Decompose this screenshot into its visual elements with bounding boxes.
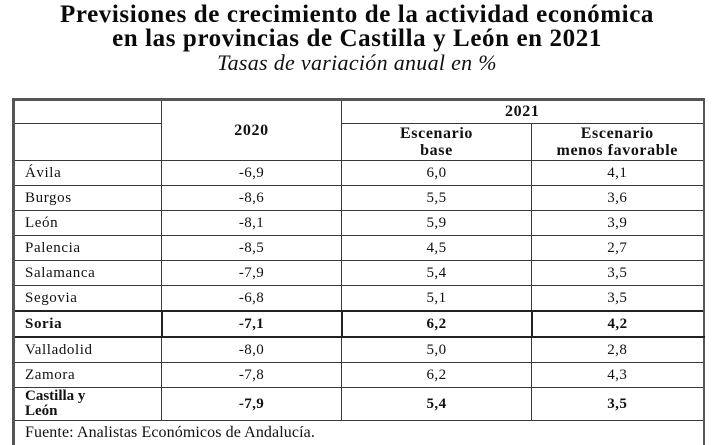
value-unfavorable: 2,7: [532, 236, 704, 261]
value-unfavorable: 4,1: [532, 161, 704, 186]
value-unfavorable: 3,9: [532, 211, 704, 236]
value-unfavorable: 3,6: [532, 186, 704, 211]
header-scenario-unfavorable-line1: Escenario: [532, 125, 703, 142]
page-title-line-2: en las provincias de Castilla y León en …: [0, 27, 714, 51]
table-row-zamora: Zamora -7,8 6,2 4,3: [14, 363, 704, 388]
table-row-avila: Ávila -6,9 6,0 4,1: [14, 161, 704, 186]
table-row-total-castilla-y-leon: Castilla y León -7,9 5,4 3,5: [14, 388, 704, 421]
header-2020: 2020: [162, 100, 342, 161]
value-base: 6,2: [342, 311, 532, 337]
value-2020: -7,8: [162, 363, 342, 388]
value-unfavorable: 4,3: [532, 363, 704, 388]
header-row-1: 2020 2021: [14, 100, 704, 124]
value-base: 6,0: [342, 161, 532, 186]
table-row-valladolid: Valladolid -8,0 5,0 2,8: [14, 337, 704, 363]
header-scenario-unfavorable: Escenario menos favorable: [532, 124, 704, 161]
value-base: 5,0: [342, 337, 532, 363]
header-scenario-unfavorable-line2: menos favorable: [532, 142, 703, 159]
growth-forecast-table: 2020 2021 Escenario base Escenario menos…: [12, 98, 705, 445]
table-row-salamanca: Salamanca -7,9 5,4 3,5: [14, 261, 704, 286]
table-row-palencia: Palencia -8,5 4,5 2,7: [14, 236, 704, 261]
total-value-2020: -7,9: [162, 388, 342, 421]
table-row-segovia: Segovia -6,8 5,1 3,5: [14, 286, 704, 312]
total-value-base: 5,4: [342, 388, 532, 421]
value-unfavorable: 4,2: [532, 311, 704, 337]
header-scenario-base-line1: Escenario: [342, 125, 531, 142]
value-unfavorable: 2,8: [532, 337, 704, 363]
value-2020: -8,0: [162, 337, 342, 363]
table-row-burgos: Burgos -8,6 5,5 3,6: [14, 186, 704, 211]
value-base: 5,5: [342, 186, 532, 211]
province-name: León: [14, 211, 162, 236]
page-title-line-1: Previsiones de crecimiento de la activid…: [0, 3, 714, 27]
value-unfavorable: 3,5: [532, 286, 704, 312]
value-base: 5,1: [342, 286, 532, 312]
value-base: 5,9: [342, 211, 532, 236]
header-scenario-base-line2: base: [342, 142, 531, 159]
value-base: 4,5: [342, 236, 532, 261]
value-2020: -6,9: [162, 161, 342, 186]
table-row-soria-highlighted: Soria -7,1 6,2 4,2: [14, 311, 704, 337]
province-name: Ávila: [14, 161, 162, 186]
header-scenario-base: Escenario base: [342, 124, 532, 161]
total-region-name: Castilla y León: [14, 388, 162, 421]
header-province-empty-bottom: [14, 124, 162, 161]
province-name: Zamora: [14, 363, 162, 388]
page-subtitle: Tasas de variación anual en %: [0, 51, 714, 75]
header-2021-group: 2021: [342, 100, 704, 124]
title-block: Previsiones de crecimiento de la activid…: [0, 0, 714, 75]
source-footnote: Fuente: Analistas Económicos de Andalucí…: [14, 421, 704, 445]
value-2020: -8,1: [162, 211, 342, 236]
province-name: Salamanca: [14, 261, 162, 286]
footnote-row: Fuente: Analistas Económicos de Andalucí…: [14, 421, 704, 445]
value-2020: -7,9: [162, 261, 342, 286]
table-row-leon: León -8,1 5,9 3,9: [14, 211, 704, 236]
value-2020: -6,8: [162, 286, 342, 312]
value-2020: -8,6: [162, 186, 342, 211]
value-base: 6,2: [342, 363, 532, 388]
province-name: Palencia: [14, 236, 162, 261]
value-unfavorable: 3,5: [532, 261, 704, 286]
province-name: Soria: [14, 311, 162, 337]
total-region-name-line2: León: [25, 404, 161, 419]
value-base: 5,4: [342, 261, 532, 286]
total-value-unfavorable: 3,5: [532, 388, 704, 421]
province-name: Burgos: [14, 186, 162, 211]
province-name: Segovia: [14, 286, 162, 312]
header-row-2: Escenario base Escenario menos favorable: [14, 124, 704, 161]
total-region-name-line1: Castilla y: [25, 389, 161, 404]
value-2020: -8,5: [162, 236, 342, 261]
header-province-empty-top: [14, 100, 162, 124]
value-2020: -7,1: [162, 311, 342, 337]
province-name: Valladolid: [14, 337, 162, 363]
